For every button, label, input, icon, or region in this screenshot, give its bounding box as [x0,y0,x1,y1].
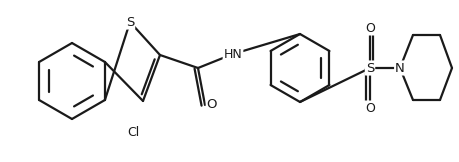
Text: N: N [394,62,404,75]
Text: O: O [206,98,217,111]
Text: Cl: Cl [127,127,139,139]
Text: S: S [365,62,373,75]
Text: S: S [126,16,134,29]
Text: HN: HN [223,47,242,60]
Text: O: O [364,22,374,35]
Text: O: O [364,102,374,115]
